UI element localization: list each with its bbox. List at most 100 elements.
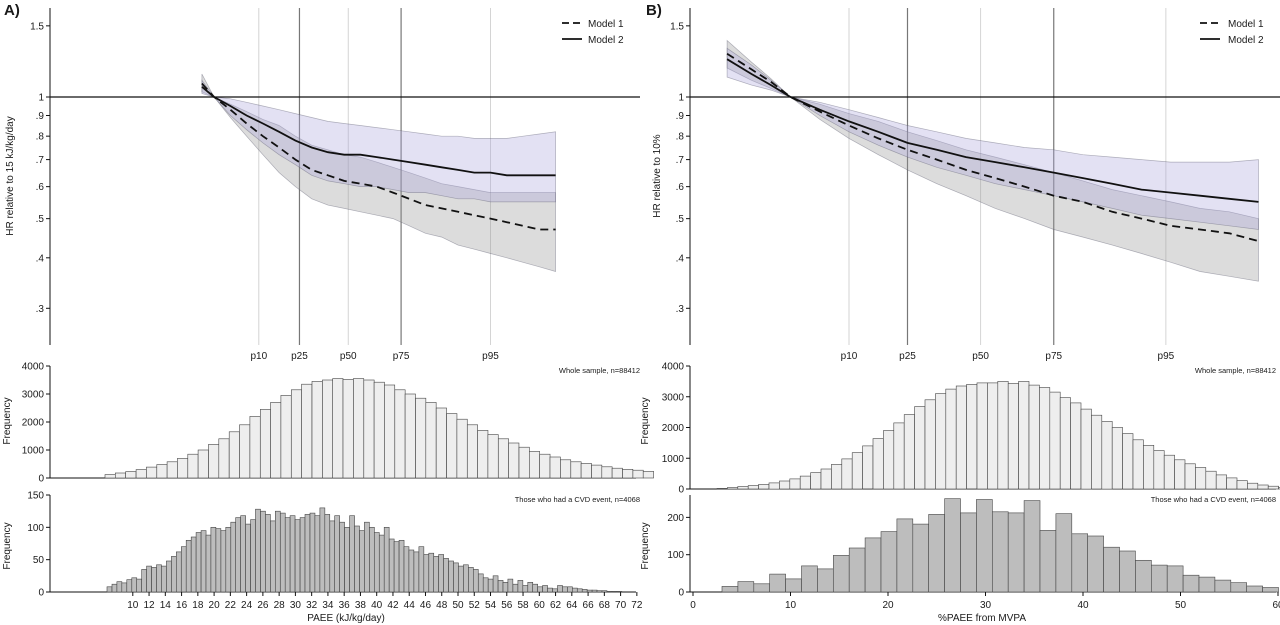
panel-b-hist-bar	[1028, 384, 1040, 490]
panel-a-hist-bar	[388, 538, 395, 593]
panel-a-hist-bar	[136, 578, 142, 593]
panel-a-hist-bar	[507, 578, 514, 593]
panel-b-hist-bar	[987, 382, 999, 490]
panel-b-hist-bar	[1195, 467, 1207, 490]
panel-b-hist-bar	[1153, 450, 1165, 490]
panel-a-hist-y-tick-label: 1000	[22, 446, 45, 457]
panel-b-hist-bar	[893, 422, 905, 490]
panel-a-y-tick-label: 1.5	[30, 21, 44, 32]
panel-b-hist-bar	[810, 472, 822, 490]
panel-a-hist-bar	[171, 556, 177, 593]
panel-a-hist-bar	[413, 551, 420, 593]
panel-b-hist-bar	[779, 480, 791, 490]
panel-a-hist-bar	[135, 469, 147, 479]
panel-a-label: A)	[4, 2, 20, 19]
panel-a-x-tick-label: 70	[615, 600, 627, 611]
panel-b-y-tick-label: .6	[676, 182, 685, 193]
panel-a-legend: Model 1 Model 2	[562, 19, 624, 46]
panel-a-y-tick-label: .8	[36, 132, 45, 143]
panel-b-hist-bar	[1236, 480, 1248, 490]
panel-b-hist-bar	[737, 581, 755, 593]
panel-b-hist-bar	[1174, 459, 1186, 490]
panel-b-hist-bar	[848, 547, 866, 593]
panel-a-x-tick-label: 18	[192, 600, 204, 611]
panel-b-hist-bar	[1080, 408, 1092, 490]
panel-b-hist-bar	[960, 512, 977, 593]
panel-a-hist1-y-title: Frequency	[2, 397, 13, 444]
panel-a-hist-bar	[279, 512, 286, 593]
panel-b-hist-bar	[955, 385, 967, 490]
panel-a-hist-bar	[290, 389, 302, 479]
panel-b-hist-bar	[1018, 381, 1030, 490]
panel-b-hist-bar	[789, 478, 801, 490]
panel-b-hist-bar	[1055, 513, 1073, 593]
panel-a-hist-bar	[373, 532, 380, 593]
panel-a-hist-bar	[319, 507, 326, 593]
panel-a-hist-bar	[299, 517, 306, 593]
panel-b-x-tick-label: 30	[980, 600, 992, 611]
panel-b-label: B)	[646, 2, 662, 19]
panel-a-line-model-1	[201, 82, 556, 231]
panel-a-hist-bar	[260, 510, 266, 593]
panel-a-hist-bar	[425, 402, 437, 479]
panel-a-x-tick-label: 64	[566, 600, 578, 611]
panel-a-x-tick-label: 36	[339, 600, 351, 611]
panel-a-hist-bar	[322, 379, 334, 479]
panel-a-hist-bar	[364, 521, 370, 593]
panel-b-hist-bar	[864, 537, 882, 593]
panel-b-x-tick-label: 50	[1175, 600, 1187, 611]
panel-a-hist-bar	[537, 586, 543, 593]
panel-a-hist-bar	[115, 472, 126, 479]
panel-b-hist-bar	[1122, 433, 1134, 490]
panel-a-plot: p10 p25 p50 p75 p95 .3 .4 .5 .6 .7 .8 .9 1 1.5	[30, 8, 640, 362]
panel-a-hist-bar	[353, 378, 365, 479]
panel-a-hist-bar	[205, 534, 212, 593]
panel-a-y-tick-label: .3	[36, 304, 45, 315]
panel-b-hist-y-tick-label: 100	[667, 550, 684, 561]
panel-a-hist-bar	[141, 569, 147, 593]
panel-a-percentile-label-p95: p95	[482, 351, 499, 362]
panel-b-hist-y-tick-label: 1000	[662, 454, 685, 465]
panel-b-y-tick-label: .4	[676, 253, 685, 264]
panel-a-hist-bar	[463, 564, 469, 593]
panel-a-percentile-label-p25: p25	[291, 351, 308, 362]
panel-b-hist-bar	[966, 384, 978, 490]
panel-a-hist-bar	[571, 587, 578, 593]
panel-a-hist-bar	[408, 549, 415, 593]
panel-a-hist-bar	[497, 580, 504, 593]
panel-a-hist-y-tick-label: 100	[27, 523, 44, 534]
panel-a-hist-bar	[549, 456, 561, 479]
panel-a-x-tick-label: 40	[371, 600, 383, 611]
panel-b-hist-bar	[1226, 477, 1238, 490]
panel-a-hist-bar	[527, 581, 534, 593]
panel-b-x-title: %PAEE from MVPA	[938, 613, 1026, 624]
panel-a-hist-bar	[446, 413, 458, 479]
panel-a-hist-bar	[378, 534, 385, 593]
panel-b-hist-bar	[1278, 486, 1280, 490]
panel-a-hist-bar	[622, 468, 634, 479]
panel-b-x-tick-label: 40	[1077, 600, 1089, 611]
panel-a-y-tick-label: 1	[38, 93, 44, 104]
panel-a-hist-bar	[284, 517, 291, 593]
panel-b-hist-bar	[872, 438, 884, 490]
panel-b-hist-bar	[747, 485, 759, 490]
panel-a-hist-bar	[433, 556, 439, 593]
panel-b-hist-bar	[1166, 565, 1184, 593]
panel-a-hist-bar	[301, 383, 313, 479]
panel-a-x-tick-label: 46	[420, 600, 432, 611]
panel-a-hist-bar	[250, 519, 256, 593]
panel-a-hist-bar	[418, 546, 425, 593]
panel-b-plot: p10 p25 p50 p75 p95 .3 .4 .5 .6 .7 .8 .9 1 1.5	[670, 8, 1280, 362]
panel-a-hist-y-tick-label: 4000	[22, 362, 45, 373]
panel-b-y-tick-label: .9	[676, 111, 685, 122]
panel-a-legend-model1: Model 1	[588, 19, 624, 30]
panel-b-hist1-y-title: Frequency	[640, 397, 651, 444]
panel-a-hist-y-tick-label: 0	[38, 474, 44, 485]
panel-a-hist-y-tick-label: 150	[27, 491, 44, 502]
panel-b-hist-bar	[1091, 414, 1103, 490]
panel-a-hist-bar	[220, 530, 227, 593]
panel-b-hist-bar	[820, 468, 832, 490]
panel-b-hist-bar	[851, 452, 863, 490]
panel-b-hist-bar	[1103, 546, 1120, 593]
panel-a-hist-bar	[373, 381, 385, 479]
